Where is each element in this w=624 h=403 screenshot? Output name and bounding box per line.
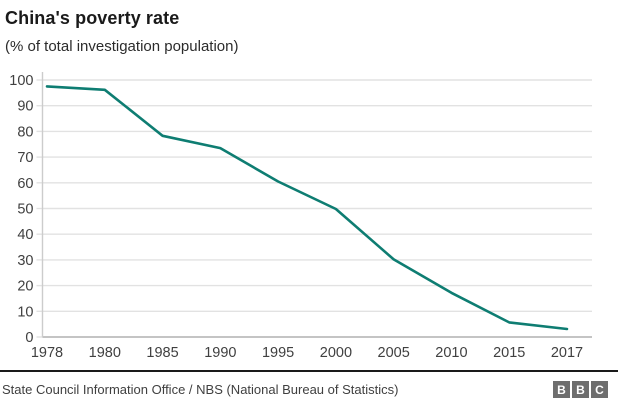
x-axis-label: 2017 [551,345,583,361]
x-axis-label: 1980 [89,345,121,361]
y-axis-label: 60 [17,176,33,192]
x-axis-label: 1990 [204,345,236,361]
page-subtitle: (% of total investigation population) [5,37,239,55]
y-axis-label: 30 [17,253,33,269]
line-chart: 0 10 20 30 40 50 60 70 80 90 100 1978 1980 1985 1990 19… [0,66,624,366]
bbc-logo-block-c: C [591,381,608,398]
y-axis-label: 90 [17,99,33,115]
x-axis-label: 2015 [493,345,525,361]
x-axis-label: 1995 [262,345,294,361]
page-title: China's poverty rate [5,8,180,28]
x-axis-label: 2010 [435,345,467,361]
line-chart-svg: 0 10 20 30 40 50 60 70 80 90 100 1978 1980 1985 1990 19… [9,72,592,361]
x-axis-label: 2005 [378,345,410,361]
x-axis-label: 1985 [146,345,178,361]
bbc-logo: B B C [553,381,608,398]
y-axis-label: 70 [17,150,33,166]
y-axis-label: 10 [17,304,33,320]
y-axis-label: 40 [17,227,33,243]
y-axis-label: 0 [25,330,33,346]
y-axis-label: 50 [17,202,33,218]
poverty-rate-line [45,85,569,331]
y-axis-label: 80 [17,124,33,140]
x-axis-label: 1978 [31,345,63,361]
chart-header: China's poverty rate (% of total investi… [0,0,624,56]
chart-footer: State Council Information Office / NBS (… [0,370,618,403]
bbc-logo-block-b1: B [553,381,570,398]
bbc-logo-block-b2: B [572,381,589,398]
y-axis-label: 20 [17,279,33,295]
x-axis-label: 2000 [320,345,352,361]
y-axis-label: 100 [9,73,33,89]
source-attribution: State Council Information Office / NBS (… [2,382,399,397]
